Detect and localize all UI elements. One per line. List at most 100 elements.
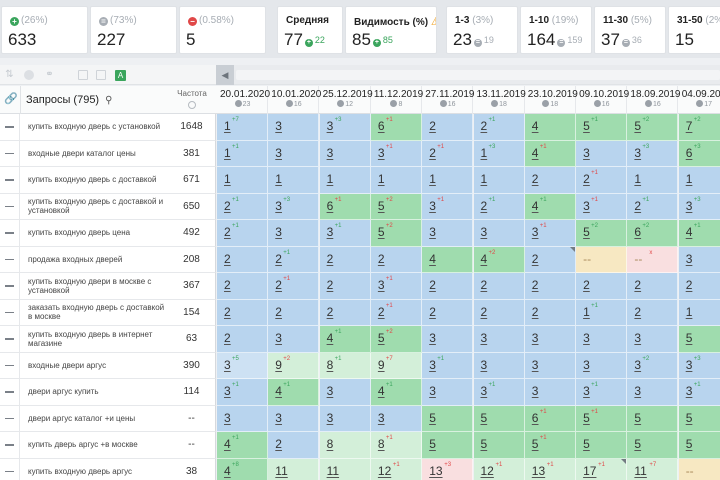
position-value[interactable]: 2	[326, 278, 334, 292]
position-cell[interactable]: 4	[422, 246, 474, 273]
position-value[interactable]: 4	[429, 251, 436, 266]
position-value[interactable]: 1	[583, 304, 590, 319]
position-value[interactable]: 3	[377, 410, 385, 425]
position-cell[interactable]: 5 +2	[370, 220, 422, 247]
position-cell[interactable]: 5	[627, 405, 679, 432]
position-value[interactable]: 2	[224, 278, 231, 292]
position-cell[interactable]: 2	[217, 299, 268, 326]
query-text[interactable]: купить входную дверь цена	[20, 220, 168, 247]
position-value[interactable]: 4	[531, 198, 539, 213]
position-cell[interactable]: 1	[473, 167, 525, 194]
position-value[interactable]: 3	[531, 331, 539, 345]
position-cell[interactable]: 1	[627, 167, 679, 194]
position-value[interactable]: 2	[275, 304, 282, 319]
position-value[interactable]: 2	[224, 251, 231, 266]
position-cell[interactable]: 5	[422, 405, 474, 432]
position-value[interactable]: 2	[583, 278, 590, 292]
position-value[interactable]: 2	[429, 145, 436, 160]
position-cell[interactable]: 6 +1	[524, 405, 576, 432]
position-value[interactable]: 4	[275, 384, 282, 398]
position-value[interactable]: 1	[224, 119, 231, 133]
position-cell[interactable]: 1	[217, 167, 268, 194]
position-cell[interactable]: 3	[319, 140, 371, 167]
position-cell[interactable]: 3 +3	[678, 352, 720, 379]
position-value[interactable]: 13	[531, 463, 546, 478]
position-value[interactable]: 2	[224, 331, 231, 345]
stat-card[interactable]: + (26%) 633	[1, 6, 88, 54]
row-toggle[interactable]	[0, 326, 20, 353]
position-value[interactable]: 2	[480, 198, 488, 213]
position-cell[interactable]: 5	[678, 432, 720, 459]
position-cell[interactable]: 3 +2	[627, 352, 679, 379]
query-text[interactable]: купить входную дверь аргус	[20, 458, 168, 480]
position-value[interactable]: 3	[326, 145, 334, 160]
position-value[interactable]: 1	[685, 304, 693, 319]
row-toggle[interactable]	[0, 432, 20, 459]
position-value[interactable]: 2	[531, 251, 539, 266]
position-cell[interactable]: 5 +2	[370, 326, 422, 353]
position-cell[interactable]: 4 +1	[524, 140, 576, 167]
query-text[interactable]: купить дверь аргус +в москве	[20, 432, 168, 459]
position-cell[interactable]: 13 +1	[524, 458, 576, 480]
row-toggle[interactable]	[0, 114, 20, 141]
row-toggle[interactable]	[0, 273, 20, 300]
position-cell[interactable]: 2 +1	[268, 273, 320, 300]
position-value[interactable]: 5	[531, 437, 539, 451]
position-cell[interactable]: 3	[473, 326, 525, 353]
position-cell[interactable]: 3	[319, 405, 371, 432]
position-cell[interactable]: --	[678, 458, 720, 480]
position-value[interactable]: 2	[377, 251, 385, 266]
position-cell[interactable]: 2	[268, 432, 320, 459]
position-value[interactable]: 9	[377, 357, 385, 372]
position-cell[interactable]: 5	[473, 432, 525, 459]
position-cell[interactable]: 8 +1	[370, 432, 422, 459]
position-value[interactable]: 1	[224, 145, 231, 160]
position-cell[interactable]: -- x	[627, 246, 679, 273]
position-value[interactable]: 11	[275, 463, 288, 478]
position-value[interactable]: 3	[275, 145, 282, 160]
position-value[interactable]: 3	[531, 384, 539, 398]
position-cell[interactable]: 2 +1	[473, 193, 525, 220]
position-cell[interactable]: 2	[319, 273, 371, 300]
date-column-header[interactable]: 04.09.201917	[679, 86, 720, 114]
stat-card[interactable]: 1-3 (3%) 23 = 19	[446, 6, 518, 54]
position-cell[interactable]: 3	[268, 326, 320, 353]
position-value[interactable]: 5	[685, 410, 693, 425]
position-value[interactable]: 4	[224, 463, 231, 478]
position-value[interactable]: 1	[480, 172, 488, 186]
position-value[interactable]: 3	[275, 119, 282, 133]
position-cell[interactable]: 6 +3	[678, 140, 720, 167]
position-cell[interactable]: 1 +7	[217, 114, 268, 141]
position-cell[interactable]: 3 +3	[627, 140, 679, 167]
position-cell[interactable]: 3 +1	[370, 273, 422, 300]
position-value[interactable]: 3	[326, 410, 334, 425]
position-value[interactable]: 4	[480, 251, 488, 266]
position-value[interactable]: 2	[429, 119, 436, 133]
position-value[interactable]: 4	[224, 437, 231, 451]
position-value[interactable]: 3	[429, 357, 436, 372]
position-value[interactable]: --	[583, 251, 592, 266]
position-cell[interactable]: 2	[473, 299, 525, 326]
position-cell[interactable]: 2	[422, 273, 474, 300]
position-cell[interactable]: 1	[678, 167, 720, 194]
date-column-header[interactable]: 10.01.2020 16	[268, 86, 321, 114]
position-value[interactable]: 6	[377, 119, 385, 133]
query-text[interactable]: заказать входную дверь с доставкой в мос…	[20, 299, 168, 326]
position-value[interactable]: 5	[685, 437, 693, 451]
position-cell[interactable]: 4 +1	[524, 193, 576, 220]
position-cell[interactable]: 3	[319, 379, 371, 406]
position-cell[interactable]: 3	[268, 114, 320, 141]
position-value[interactable]: 1	[480, 145, 488, 160]
position-cell[interactable]: 4 +1	[370, 379, 422, 406]
position-cell[interactable]: 2	[473, 273, 525, 300]
position-value[interactable]: 12	[480, 463, 494, 478]
position-cell[interactable]: 3	[576, 326, 628, 353]
position-cell[interactable]: 2 +1	[217, 193, 268, 220]
position-value[interactable]: 7	[685, 119, 693, 133]
position-value[interactable]: 3	[685, 357, 693, 372]
position-cell[interactable]: 2 +1	[576, 167, 628, 194]
position-value[interactable]: 4	[531, 145, 539, 160]
position-cell[interactable]: 2	[524, 246, 576, 273]
position-cell[interactable]: 3 +1	[473, 379, 525, 406]
row-toggle[interactable]	[0, 352, 20, 379]
